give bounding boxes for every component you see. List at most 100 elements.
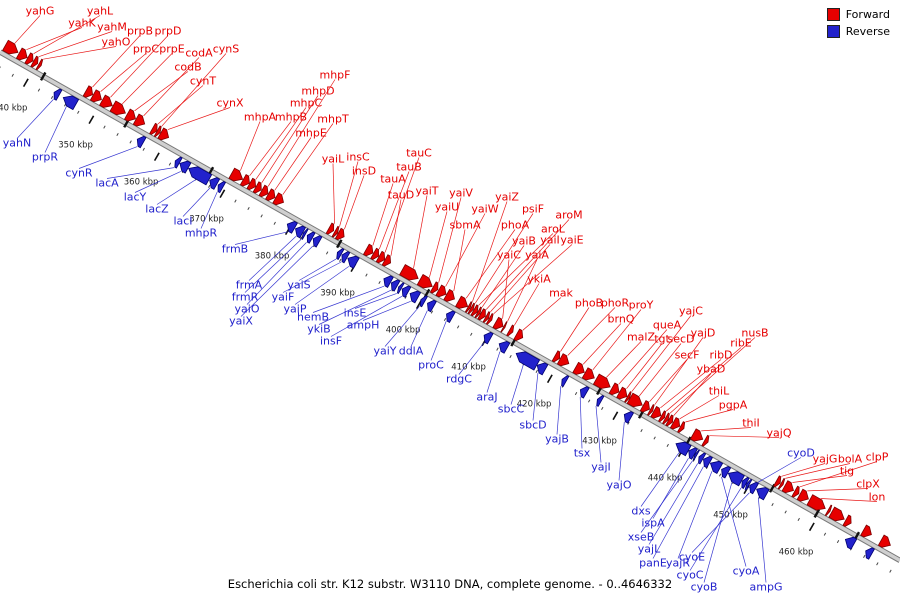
gene-yaiW[interactable]	[435, 284, 447, 298]
gene-mhpE[interactable]	[265, 188, 276, 201]
gene-yaiP[interactable]	[347, 255, 360, 269]
gene-yahO[interactable]	[35, 58, 44, 71]
gene-yajR[interactable]	[709, 460, 724, 475]
gene-cyoE[interactable]	[749, 481, 759, 495]
gene-ykiB[interactable]	[390, 279, 401, 292]
gene-secD[interactable]	[626, 392, 643, 408]
gene-arrow[interactable]	[824, 504, 833, 517]
gene-yaiF[interactable]	[341, 251, 351, 264]
gene-lon[interactable]	[806, 494, 826, 511]
gene-mhpB[interactable]	[239, 174, 250, 187]
gene-prpD[interactable]	[99, 94, 113, 108]
gene-lacZ[interactable]	[188, 166, 213, 186]
gene-yaiI[interactable]	[482, 311, 491, 323]
gene-yaiE[interactable]	[485, 313, 494, 325]
gene-ybaD[interactable]	[665, 414, 674, 427]
gene-ykiA[interactable]	[506, 324, 515, 337]
gene-frmB[interactable]	[286, 221, 298, 234]
gene-panE[interactable]	[703, 455, 713, 469]
gene-ribE[interactable]	[658, 410, 667, 423]
gene-cyoB[interactable]	[727, 471, 745, 487]
gene-cyoA[interactable]	[721, 466, 732, 479]
gene-thiI[interactable]	[689, 428, 704, 442]
gene-prpE[interactable]	[109, 100, 126, 116]
gene-yahG[interactable]	[2, 39, 19, 55]
gene-ribD[interactable]	[650, 405, 662, 419]
gene-sbmA[interactable]	[443, 288, 455, 302]
gene-yajQ[interactable]	[701, 434, 710, 447]
gene-arrow[interactable]	[828, 506, 845, 522]
gene-ispA[interactable]	[688, 447, 698, 460]
gene-arrow[interactable]	[865, 547, 875, 560]
gene-prpR[interactable]	[62, 95, 80, 111]
gene-proC[interactable]	[446, 310, 456, 323]
gene-yajG[interactable]	[773, 475, 782, 488]
gene-phoR[interactable]	[556, 353, 570, 367]
gene-tauC[interactable]	[375, 250, 386, 264]
gene-yaiA[interactable]	[500, 321, 508, 333]
gene-mak[interactable]	[513, 328, 524, 342]
gene-yaiZ[interactable]	[464, 301, 473, 313]
gene-frmR[interactable]	[301, 228, 309, 240]
gene-tauB[interactable]	[370, 247, 380, 260]
gene-clpX[interactable]	[796, 488, 809, 502]
gene-rdgC[interactable]	[483, 331, 494, 345]
gene-phoA[interactable]	[455, 295, 469, 309]
gene-cynR[interactable]	[136, 135, 147, 149]
gene-phoB[interactable]	[551, 350, 561, 363]
gene-sbcC[interactable]	[515, 351, 541, 371]
gene-yahM[interactable]	[30, 55, 39, 68]
gene-lacI[interactable]	[209, 177, 221, 190]
gene-arrow[interactable]	[877, 534, 891, 548]
gene-yaiS[interactable]	[336, 248, 345, 261]
gene-lacA[interactable]	[174, 156, 183, 169]
gene-yajI[interactable]	[596, 395, 605, 407]
gene-yajB[interactable]	[561, 375, 570, 388]
gene-yaiB[interactable]	[474, 306, 482, 319]
gene-tauD[interactable]	[381, 254, 392, 267]
gene-clpP[interactable]	[791, 485, 800, 498]
gene-aroL[interactable]	[470, 304, 479, 317]
gene-mhpF[interactable]	[258, 184, 269, 198]
gene-yaiV[interactable]	[429, 281, 439, 294]
gene-aroM[interactable]	[477, 308, 486, 321]
gene-yajL[interactable]	[698, 452, 707, 465]
gene-yaiX[interactable]	[312, 235, 323, 248]
gene-bolA[interactable]	[777, 477, 786, 490]
gene-yajO[interactable]	[623, 411, 635, 424]
gene-yaiU[interactable]	[416, 273, 433, 289]
gene-mhpD[interactable]	[252, 181, 262, 194]
gene-tsx[interactable]	[579, 386, 590, 399]
gene-cynT[interactable]	[149, 122, 158, 135]
gene-yahK[interactable]	[15, 47, 28, 61]
gene-ddlA[interactable]	[427, 299, 437, 313]
gene-yaiL[interactable]	[325, 222, 335, 235]
gene-lacY[interactable]	[179, 160, 192, 174]
gene-prpB[interactable]	[82, 85, 94, 98]
gene-thiL[interactable]	[669, 417, 681, 430]
gene-mhpT[interactable]	[272, 192, 284, 206]
gene-tgt[interactable]	[616, 386, 628, 400]
gene-yaiY[interactable]	[419, 295, 428, 308]
gene-insF[interactable]	[401, 285, 412, 298]
gene-yaiT[interactable]	[399, 264, 419, 281]
gene-proY[interactable]	[581, 367, 595, 381]
gene-ampG[interactable]	[756, 487, 770, 501]
gene-yajD[interactable]	[646, 404, 655, 416]
gene-mhpA[interactable]	[228, 167, 244, 182]
gene-sbcD[interactable]	[536, 362, 549, 376]
gene-dxs[interactable]	[675, 441, 692, 457]
gene-cynS[interactable]	[153, 125, 162, 138]
gene-mhpR[interactable]	[217, 181, 227, 194]
gene-yahL[interactable]	[24, 52, 34, 65]
gene-xseB[interactable]	[692, 449, 701, 461]
gene-cynX[interactable]	[157, 127, 170, 141]
gene-yaiC[interactable]	[492, 316, 504, 330]
gene-yahN[interactable]	[53, 88, 63, 101]
gene-insD[interactable]	[334, 227, 345, 241]
gene-secF[interactable]	[639, 400, 650, 413]
gene-queA[interactable]	[608, 382, 620, 396]
gene-insE[interactable]	[396, 282, 405, 295]
gene-arrow[interactable]	[860, 524, 872, 538]
gene-mhpC[interactable]	[246, 177, 257, 191]
